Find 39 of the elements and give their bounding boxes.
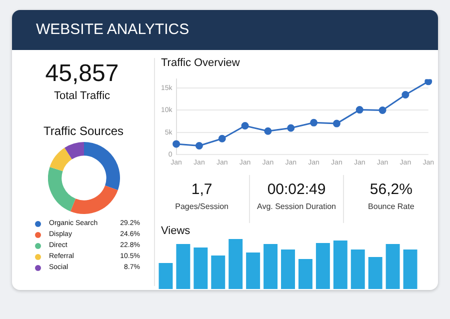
point (402, 90, 410, 98)
text: Bounce Rate (367, 202, 416, 211)
point (378, 106, 386, 114)
point (310, 118, 318, 126)
point (356, 106, 364, 114)
point (241, 122, 249, 130)
chart-title: Traffic Sources (42, 124, 125, 138)
bar (298, 259, 312, 289)
chart-title: Views (161, 225, 192, 237)
text: Avg. Session Duration (256, 202, 338, 211)
bar (246, 252, 260, 289)
bar (316, 243, 330, 289)
chart-title: Traffic Overview (161, 57, 241, 69)
bar (158, 263, 173, 289)
text: 45,857 (44, 60, 120, 88)
bar (211, 256, 226, 289)
bar (228, 239, 243, 289)
point (264, 127, 272, 135)
point (218, 134, 226, 142)
point (332, 120, 340, 128)
text: Pages/Session (174, 202, 230, 211)
text: 1,7 (190, 181, 214, 198)
text: 56,2% (368, 181, 414, 198)
bar (264, 244, 278, 289)
point (424, 79, 432, 86)
bar (281, 250, 295, 289)
bar (333, 240, 348, 289)
text: Total Traffic (52, 90, 112, 102)
bar (386, 244, 400, 289)
bar (350, 250, 365, 289)
bar (403, 250, 418, 289)
point (195, 142, 203, 150)
point (172, 140, 180, 148)
point (287, 124, 295, 132)
bar (194, 248, 208, 289)
bar (176, 244, 190, 289)
text: WEBSITE ANALYTICS (12, 10, 438, 50)
bar (368, 257, 382, 289)
text: 00:02:49 (266, 181, 327, 198)
